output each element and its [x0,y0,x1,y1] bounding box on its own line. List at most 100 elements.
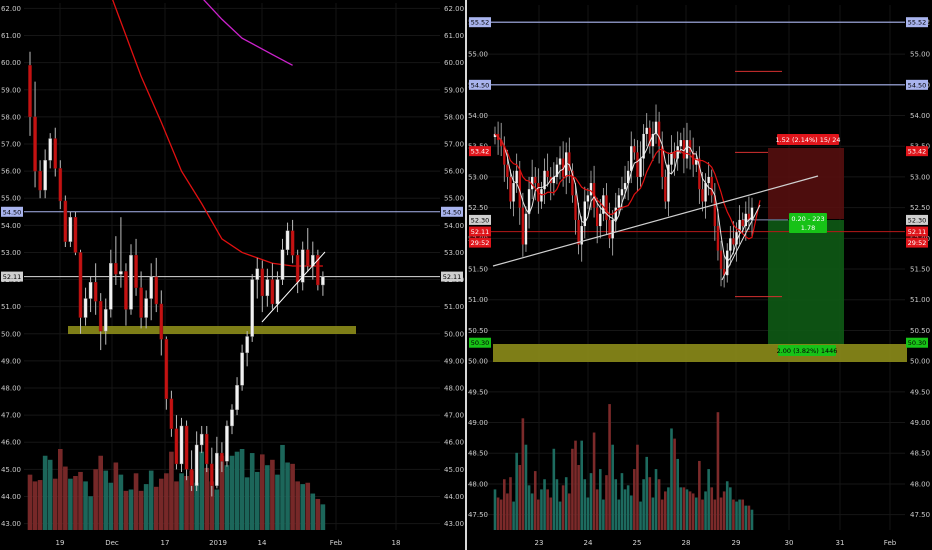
right-candle-body [499,140,503,147]
left-y-tick-label: 50.00 [1,330,21,338]
left-volume-bar [219,455,225,530]
right-candle-body [633,146,636,153]
right-volume-bar [639,501,642,530]
left-volume-bar [315,498,321,530]
right-volume-bar [530,493,534,530]
right-candle-body [732,238,735,245]
right-candle-body [688,140,692,153]
left-y-tick-label-right: 56.00 [444,168,464,176]
right-volume-bar [688,491,692,530]
right-volume-bar [595,489,599,530]
right-price-tag-right: 50.30 [908,339,927,347]
left-candle-body [255,268,260,280]
left-volume-bar [128,489,134,530]
left-y-tick-label: 49.00 [1,357,21,365]
left-volume-bar [320,504,326,530]
right-volume-bar [741,499,745,530]
right-candle-body [664,176,667,202]
right-volume-bar [546,489,549,530]
right-volume-bars [493,404,754,530]
right-volume-bar [549,497,553,530]
right-y-tick-label-right: 54.00 [910,112,930,120]
right-candle-body [580,226,583,245]
right-candle-body [586,195,590,202]
left-y-tick-label: 57.00 [1,140,21,148]
right-candle-body [695,158,698,165]
left-candle-body [58,168,63,202]
left-candle-body [103,309,108,332]
left-volume-bar [184,476,189,530]
left-y-tick-label-right: 46.00 [444,439,464,447]
left-y-tick-label-right: 57.00 [444,140,464,148]
right-candle-body [679,140,682,147]
right-volume-bar [701,499,704,530]
right-candle-body [602,195,605,214]
left-volume-bar [93,469,98,530]
right-x-tick-label: 30 [785,539,794,547]
right-volume-bar [651,497,655,530]
left-y-tick-label-right: 58.00 [444,113,464,121]
left-trendline [261,251,326,323]
risk-label: 1.52 (2.14%) 15/ 24 [775,136,840,144]
left-volume-bar [103,470,109,530]
left-volume-bar [47,459,53,530]
left-moving-averages [112,0,323,267]
right-x-tick-label: Feb [884,539,897,547]
left-volume-bar [204,467,210,530]
right-candle-body [503,146,506,165]
left-volume-bar [153,486,159,530]
right-candle-body [527,189,531,214]
right-y-tick-label-right: 50.50 [910,327,930,335]
right-fast-average-line [494,131,753,263]
right-candle-body [716,226,720,251]
ratio-sub-label: 1.78 [801,224,815,232]
right-y-tick-label: 49.00 [468,419,488,427]
right-candle-body [713,195,717,227]
right-volume-bar [524,444,528,530]
right-target-zone [768,148,844,219]
right-volume-bar [719,497,723,530]
reward-label: 2.00 (3.82%) 1446 [777,347,838,355]
right-volume-bar [512,501,515,530]
reward-label-box [778,345,836,356]
left-volume-bar [244,477,250,530]
right-y-tick-label-right: 48.00 [910,480,930,488]
left-volume-bar [83,481,88,530]
left-candle-body [154,276,159,305]
right-candle-body [589,183,593,196]
right-volume-bar [580,440,583,530]
right-candle-body [599,213,602,227]
right-candle-body [521,207,525,245]
left-candle-body [189,469,194,486]
left-volume-bar [143,484,149,530]
right-candle-body [620,189,624,196]
left-candle-body [321,276,325,286]
right-candle-body [493,133,497,138]
right-candle-body [506,164,509,177]
left-candle-body [230,409,234,427]
right-candle-body [726,250,729,276]
right-x-tick-label: 24 [584,539,593,547]
left-volume-bar [224,465,230,530]
right-price-tag: 29:52 [471,239,490,247]
right-y-tick-label: 53.00 [468,173,488,181]
right-volume-bar [623,489,627,530]
left-y-tick-label: 43.00 [1,520,21,528]
right-candle-body [698,158,701,190]
left-candle-body [240,352,244,386]
left-volume-bar [73,476,78,530]
right-support-zone [493,344,907,362]
left-volume-bar [164,473,169,530]
left-price-tag-box-right [441,206,463,217]
ratio-label-box [789,213,827,233]
right-y-tick-label-right: 50.00 [910,358,930,366]
right-candle-body [639,158,642,177]
left-candle-body [38,170,42,191]
risk-label-box [777,134,839,145]
left-y-tick-label-right: 60.00 [444,59,464,67]
right-candle-body [722,269,726,276]
left-volume-bar [260,454,265,530]
right-volume-bar [614,479,618,530]
right-price-tag-right: 52.11 [908,228,927,236]
right-y-tick-label-right: 53.00 [910,173,930,181]
